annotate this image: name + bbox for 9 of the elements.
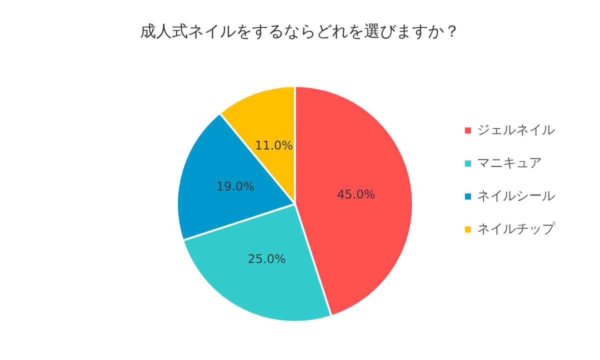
data-label: 45.0% bbox=[337, 187, 376, 202]
legend-label: ジェルネイル bbox=[477, 123, 555, 138]
legend-label: マニキュア bbox=[477, 156, 542, 171]
data-label: 25.0% bbox=[248, 252, 286, 266]
legend-label: ネイルシール bbox=[477, 189, 555, 204]
data-label: 19.0% bbox=[216, 180, 255, 194]
legend-label: ネイルチップ bbox=[477, 222, 556, 237]
data-label: 11.0% bbox=[254, 138, 294, 153]
chart-title: 成人式ネイルをするならどれを選びますか？ bbox=[140, 22, 460, 40]
